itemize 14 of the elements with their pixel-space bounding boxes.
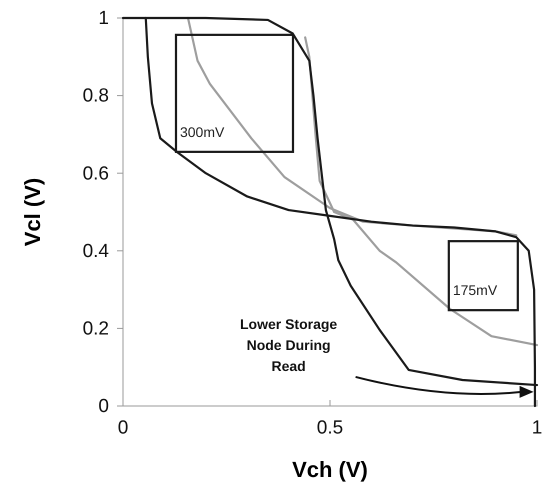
y-tick-label: 1 — [98, 8, 109, 30]
y-tick-label: 0.4 — [82, 240, 110, 262]
y-tick-label: 0.2 — [82, 318, 109, 340]
y-tick-label: 0 — [98, 396, 109, 418]
x-tick-label: 0 — [118, 417, 128, 438]
x-axis-title: Vch (V) — [292, 457, 368, 482]
annotation: 300mV — [180, 124, 226, 140]
y-tick-label: 0.6 — [82, 163, 109, 184]
x-tick-label: 0.5 — [316, 417, 344, 438]
y-tick-label: 0.8 — [82, 86, 109, 107]
annotation: Lower Storage Node During Read — [240, 316, 338, 374]
y-axis-title: Vcl (V) — [20, 178, 45, 246]
annotation: 175mV — [452, 282, 498, 298]
x-tick-label: 1 — [532, 417, 542, 438]
